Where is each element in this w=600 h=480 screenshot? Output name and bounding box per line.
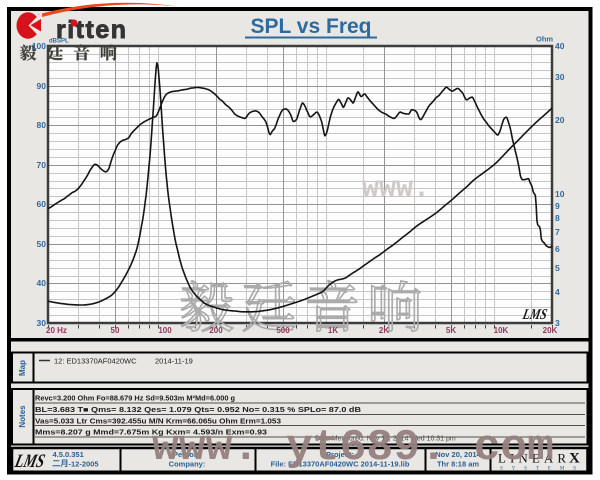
svg-text:90: 90 — [37, 81, 47, 91]
svg-text:10: 10 — [555, 189, 565, 199]
svg-text:www.: www. — [362, 172, 430, 206]
svg-text:80: 80 — [37, 120, 47, 130]
svg-text:X: X — [569, 451, 580, 467]
svg-text:www. yt689. com: www. yt689. com — [152, 423, 554, 473]
svg-text:5: 5 — [555, 263, 560, 273]
svg-text:30: 30 — [555, 72, 565, 82]
svg-text:60: 60 — [37, 199, 47, 209]
svg-text:8: 8 — [555, 213, 560, 223]
svg-text:7: 7 — [555, 227, 560, 237]
svg-text:Map: Map — [18, 360, 27, 376]
svg-text:File: ED13370AF0420WC 2014-1: File: ED13370AF0420WC 2014-11-19.lib — [271, 460, 410, 469]
svg-text:SPL vs Freq: SPL vs Freq — [251, 15, 372, 38]
svg-text:20: 20 — [555, 115, 565, 125]
svg-text:2014-11-19: 2014-11-19 — [155, 357, 193, 366]
svg-text:1K: 1K — [328, 326, 338, 335]
svg-text:Mms=8.207 g Mmd=7.675m Kg Kx: Mms=8.207 g Mmd=7.675m Kg Kxm= 4.593/n E… — [35, 430, 267, 437]
svg-text:70: 70 — [37, 160, 47, 170]
svg-text:10K: 10K — [494, 326, 509, 335]
svg-text:50: 50 — [37, 239, 47, 249]
svg-text:50: 50 — [111, 326, 120, 335]
svg-text:100: 100 — [158, 326, 172, 335]
svg-text:Person:: Person: — [173, 450, 201, 459]
svg-text:40: 40 — [555, 41, 565, 51]
svg-text:LMS: LMS — [12, 451, 47, 472]
svg-text:Thr 8:18 am: Thr 8:18 am — [437, 460, 479, 469]
svg-text:100: 100 — [32, 41, 46, 51]
svg-text:20 Hz: 20 Hz — [46, 326, 67, 335]
svg-text:20K: 20K — [543, 326, 558, 335]
svg-text:500: 500 — [276, 326, 290, 335]
svg-text:BL=3.683 T■ Qms= 8.132 Qes=: BL=3.683 T■ Qms= 8.132 Qes= 1.079 Qts= 0… — [35, 407, 361, 414]
svg-text:Vas=5.033 Ltr Cms=392.455u M/: Vas=5.033 Ltr Cms=392.455u M/N Krm=66.06… — [35, 418, 281, 425]
svg-text:30: 30 — [37, 318, 47, 328]
svg-text:Revc=3.200 Ohm Fo=88.679 Hz: Revc=3.200 Ohm Fo=88.679 Hz Sd=9.503m M²… — [35, 396, 235, 403]
svg-text:9: 9 — [555, 201, 560, 211]
svg-text:SYSTEMS: SYSTEMS — [500, 466, 576, 472]
svg-text:ritten: ritten — [56, 16, 126, 44]
svg-text:Nov 20, 2014: Nov 20, 2014 — [435, 450, 481, 459]
svg-text:Company:: Company: — [169, 460, 206, 469]
svg-text:40: 40 — [37, 278, 47, 288]
svg-text:2K: 2K — [379, 326, 389, 335]
svg-text:12: ED13370AF0420WC: 12: ED13370AF0420WC — [54, 357, 137, 366]
svg-text:5K: 5K — [446, 326, 456, 335]
svg-text:-12-2005: -12-2005 — [69, 460, 99, 469]
svg-text:4: 4 — [555, 287, 560, 297]
svg-text:Data Measured: Nov 19, 2014 W: Data Measured: Nov 19, 2014 Wed 10:31 pm — [315, 436, 456, 443]
svg-text:Notes: Notes — [18, 405, 27, 428]
svg-text:200: 200 — [209, 326, 223, 335]
svg-text:4.5.0.351: 4.5.0.351 — [53, 450, 84, 459]
svg-text:LMS: LMS — [520, 306, 548, 323]
svg-text:Project:: Project: — [326, 450, 354, 459]
svg-text:Ohm: Ohm — [536, 35, 553, 44]
svg-text:6: 6 — [555, 244, 560, 254]
svg-text:dBSPL: dBSPL — [49, 39, 69, 45]
svg-text:3: 3 — [555, 318, 560, 328]
